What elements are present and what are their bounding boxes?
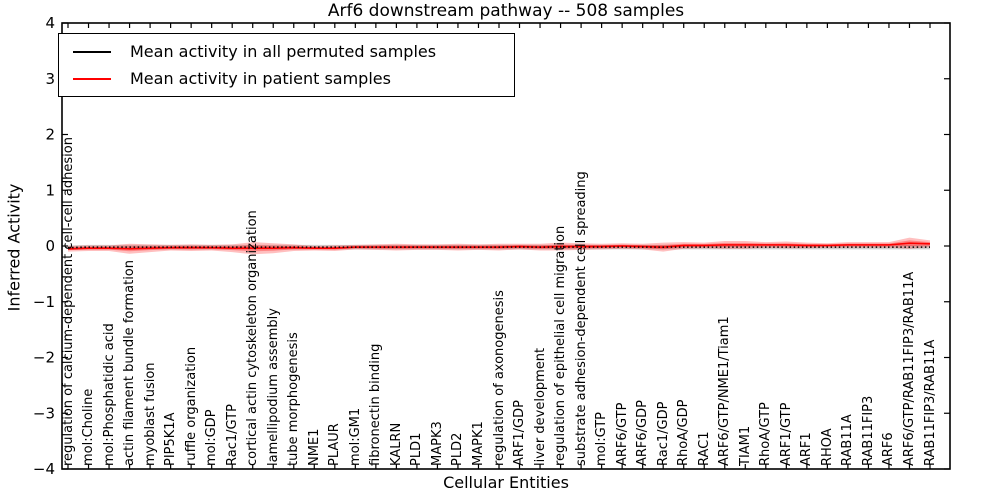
y-tick-label: −2 bbox=[33, 349, 55, 367]
series-line bbox=[67, 246, 930, 249]
x-tick-label: mol:GTP bbox=[594, 412, 610, 466]
legend-label-patient: Mean activity in patient samples bbox=[130, 69, 391, 88]
x-tick-label: tube morphogenesis bbox=[286, 332, 302, 466]
x-tick-label: ARF6/GTP bbox=[614, 402, 630, 466]
x-tick-label: RAB11FIP3 bbox=[860, 395, 876, 466]
x-tick-label: RAC1 bbox=[696, 431, 712, 466]
x-tick-label: RHOA bbox=[819, 428, 835, 466]
x-tick-label: cortical actin cytoskeleton organization bbox=[245, 210, 261, 466]
x-tick-label: ARF6 bbox=[881, 432, 897, 466]
legend-line-permuted-icon bbox=[73, 50, 111, 53]
x-tick-label: PIP5K1A bbox=[163, 412, 179, 466]
y-axis-label: Inferred Activity bbox=[4, 183, 24, 312]
x-tick-label: regulation of axonogenesis bbox=[491, 290, 507, 466]
x-tick-label: substrate adhesion-dependent cell spread… bbox=[573, 171, 589, 466]
legend-label-permuted: Mean activity in all permuted samples bbox=[130, 42, 437, 61]
y-tick-label: −4 bbox=[33, 460, 55, 478]
chart-title: Arf6 downstream pathway -- 508 samples bbox=[327, 1, 685, 21]
x-tick-label: RhoA/GTP bbox=[758, 402, 774, 466]
x-tick-label: ARF6/GDP bbox=[635, 400, 651, 466]
x-tick-label: lamellipodium assembly bbox=[265, 308, 281, 466]
y-tick-label: 0 bbox=[45, 237, 55, 255]
x-tick-label: MAPK3 bbox=[429, 421, 445, 466]
legend-item-permuted: Mean activity in all permuted samples bbox=[73, 42, 514, 61]
x-axis-label: Cellular Entities bbox=[443, 473, 569, 492]
x-tick-label: NME1 bbox=[306, 428, 322, 466]
x-tick-label: ARF1/GDP bbox=[512, 400, 528, 466]
x-tick-label: PLD1 bbox=[409, 432, 425, 466]
x-tick-label: RhoA/GDP bbox=[676, 399, 692, 466]
x-tick-label: mol:GM1 bbox=[347, 407, 363, 466]
y-tick-label: 4 bbox=[45, 14, 55, 32]
x-tick-label: PLD2 bbox=[450, 432, 466, 466]
legend-item-patient: Mean activity in patient samples bbox=[73, 69, 514, 88]
x-tick-label: PLAUR bbox=[327, 423, 343, 466]
x-tick-label: ARF6/GTP/RAB11FIP3/RAB11A bbox=[901, 271, 917, 466]
x-tick-label: mol:Choline bbox=[81, 388, 97, 466]
y-tick-label: 1 bbox=[45, 181, 55, 199]
legend: Mean activity in all permuted samples Me… bbox=[58, 33, 515, 97]
legend-line-patient-icon bbox=[73, 77, 111, 80]
x-tick-label: regulation of epithelial cell migration bbox=[553, 225, 569, 466]
x-tick-label: mol:Phosphatidic acid bbox=[101, 323, 117, 466]
x-tick-label: Rac1/GTP bbox=[224, 404, 240, 466]
x-tick-label: fibronectin binding bbox=[368, 343, 384, 466]
y-tick-label: −1 bbox=[33, 293, 55, 311]
x-tick-label: ARF1 bbox=[799, 432, 815, 466]
x-tick-label: RAB11A bbox=[840, 414, 856, 466]
y-tick-label: 2 bbox=[45, 126, 55, 144]
x-tick-label: MAPK1 bbox=[470, 421, 486, 466]
x-tick-label: TIAM1 bbox=[737, 425, 753, 466]
x-tick-label: regulation of calcium-dependent cell-cel… bbox=[60, 137, 76, 466]
x-tick-label: RAB11FIP3/RAB11A bbox=[922, 339, 938, 466]
y-tick-label: 3 bbox=[45, 70, 55, 88]
plot-frame bbox=[61, 22, 951, 470]
x-tick-label: mol:GDP bbox=[204, 409, 220, 466]
x-tick-label: myoblast fusion bbox=[142, 362, 158, 466]
x-tick-label: ARF1/GTP bbox=[778, 402, 794, 466]
x-tick-label: Rac1/GDP bbox=[655, 401, 671, 466]
y-tick-label: −3 bbox=[33, 404, 55, 422]
confidence-band bbox=[68, 237, 930, 255]
x-tick-label: KALRN bbox=[388, 422, 404, 466]
x-tick-label: ruffle organization bbox=[183, 346, 199, 466]
x-tick-label: actin filament bundle formation bbox=[122, 260, 138, 466]
x-tick-label: ARF6/GTP/NME1/Tiam1 bbox=[717, 316, 733, 466]
x-tick-label: liver development bbox=[532, 347, 548, 466]
